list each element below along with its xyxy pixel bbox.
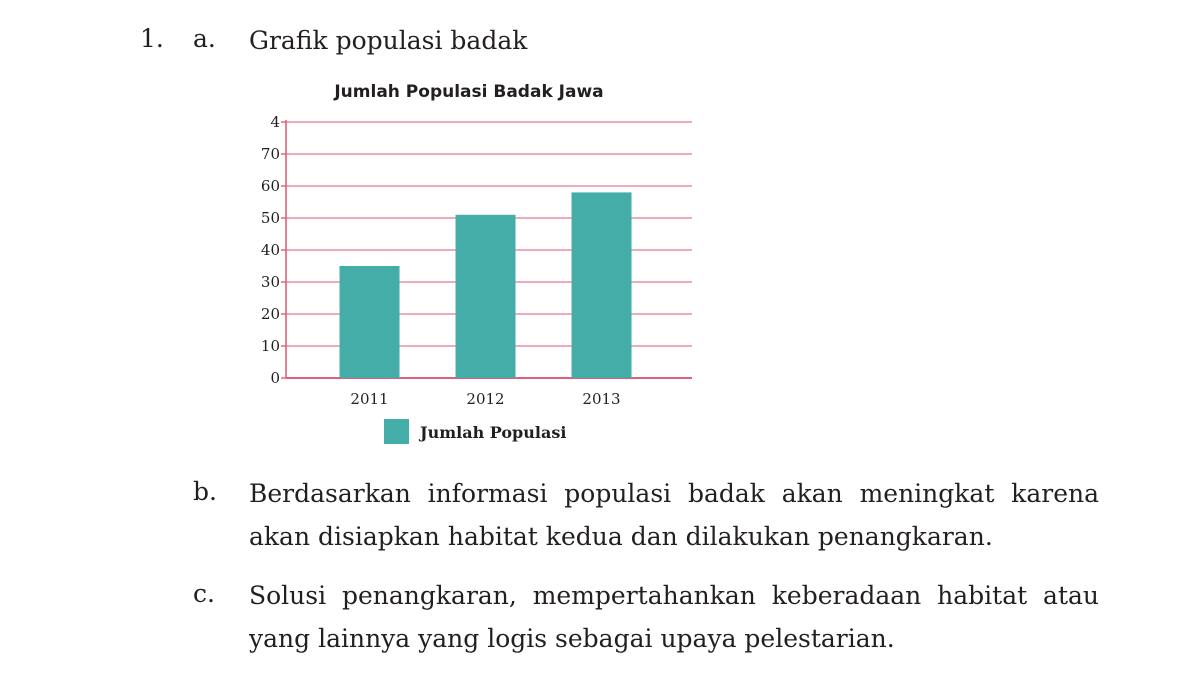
y-tick-label: 20 <box>261 305 280 323</box>
y-tick-label: 10 <box>261 337 280 355</box>
item-c-letter: c. <box>193 579 215 608</box>
y-tick-label: 40 <box>261 241 280 259</box>
item-a-letter: a. <box>193 24 216 53</box>
chart-title: Jumlah Populasi Badak Jawa <box>333 82 603 102</box>
item-c-line-1: Solusi penangkaran, mempertahankan keber… <box>249 581 1099 610</box>
x-tick-label: 2012 <box>466 390 504 408</box>
y-tick-label: 4 <box>270 113 280 131</box>
item-b-letter: b. <box>193 477 217 506</box>
y-tick-label: 50 <box>261 209 280 227</box>
legend-swatch <box>384 419 409 444</box>
item-b-text: Berdasarkan informasi populasi badak aka… <box>249 472 1099 558</box>
population-chart: Jumlah Populasi Badak Jawa 0 10 20 30 40 50 60 7… <box>261 82 692 444</box>
bar-2011 <box>339 266 400 378</box>
item-b-line-2: akan disiapkan habitat kedua dan dilakuk… <box>249 522 993 551</box>
x-tick-label: 2013 <box>582 390 620 408</box>
question-number: 1. <box>140 24 164 53</box>
item-c-text: Solusi penangkaran, mempertahankan keber… <box>249 574 1099 660</box>
legend-label: Jumlah Populasi <box>418 423 566 442</box>
item-c-line-2: yang lainnya yang logis sebagai upaya pe… <box>249 624 895 653</box>
bar-2012 <box>455 214 516 378</box>
item-a-text: Grafik populasi badak <box>249 26 528 55</box>
x-tick-label: 2011 <box>350 390 388 408</box>
item-b-line-1: Berdasarkan informasi populasi badak aka… <box>249 479 1099 508</box>
bar-2013 <box>571 192 632 378</box>
y-tick-label: 70 <box>261 145 280 163</box>
y-tick-label: 60 <box>261 177 280 195</box>
y-tick-label: 30 <box>261 273 280 291</box>
y-tick-label: 0 <box>270 369 280 387</box>
